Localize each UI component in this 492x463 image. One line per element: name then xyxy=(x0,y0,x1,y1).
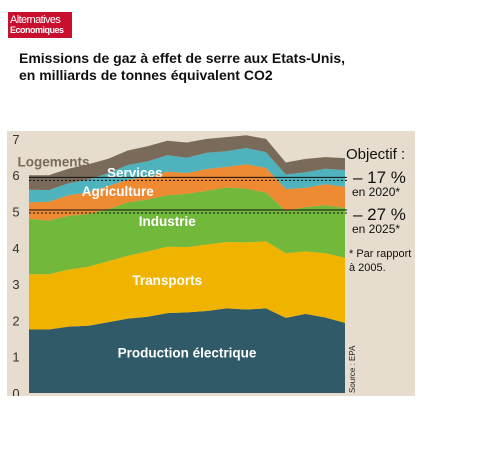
y-tick-label: 7 xyxy=(12,132,19,147)
series-label-transports: Transports xyxy=(132,273,202,288)
area-agriculture xyxy=(29,164,345,221)
series-label-services: Services xyxy=(107,165,163,180)
footnote-line1: * Par rapport xyxy=(349,248,411,260)
y-tick-label: 6 xyxy=(12,168,19,183)
logo-line1: Alternatives xyxy=(10,14,61,26)
y-tick-label: 5 xyxy=(12,205,19,220)
series-label-agriculture: Agriculture xyxy=(82,184,155,199)
series-label-industrie: Industrie xyxy=(139,214,196,229)
area-logements xyxy=(29,135,345,191)
chart-title: Emissions de gaz à effet de serre aux Et… xyxy=(19,50,346,83)
y-tick-label: 2 xyxy=(12,313,19,328)
y-tick-label: 1 xyxy=(12,350,19,365)
target-2025-percent: – 27 % xyxy=(353,205,406,224)
source-label: Source : EPA xyxy=(348,345,357,393)
target-2020-percent: – 17 % xyxy=(353,168,406,187)
area-industrie xyxy=(29,187,345,275)
stacked-area-chart: Production électrique Transports Industrie… xyxy=(7,131,415,396)
objective-label: Objectif : xyxy=(346,146,405,163)
footnote-line2: à 2005. xyxy=(349,262,386,274)
area-services xyxy=(29,148,345,203)
logo: Alternatives Economiques xyxy=(8,12,72,38)
y-tick-label: 4 xyxy=(12,241,19,256)
target-2025-year: en 2025* xyxy=(352,222,400,236)
target-2020-year: en 2020* xyxy=(352,185,400,199)
area-production-electrique xyxy=(29,308,345,393)
series-label-logements: Logements xyxy=(17,155,89,170)
logo-line2: Economiques xyxy=(10,25,64,35)
y-tick-label: 3 xyxy=(12,277,19,292)
area-transports xyxy=(29,241,345,330)
y-tick-label: 0 xyxy=(12,386,19,396)
series-label-production-electrique: Production électrique xyxy=(118,346,257,361)
